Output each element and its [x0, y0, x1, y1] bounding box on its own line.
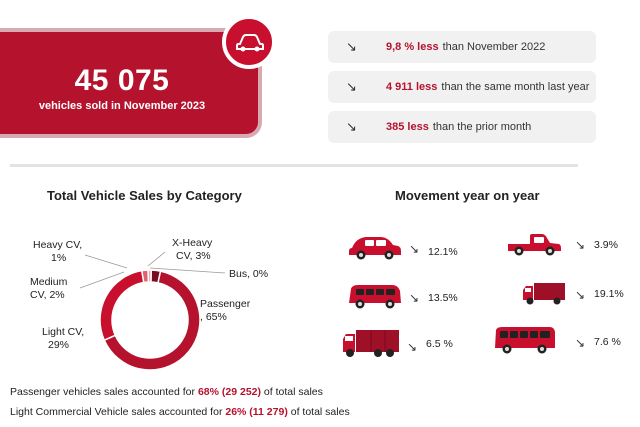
- stat-prior-month: ↘ 385 less than the prior month: [328, 111, 596, 143]
- down-arrow-icon: ↘: [346, 119, 357, 134]
- car-icon: [222, 15, 276, 69]
- pie-label-medium-cv: Medium CV, 2%: [30, 276, 68, 301]
- total-sales-value: 45 075: [74, 64, 170, 97]
- pie-label-heavy-cv: Heavy CV, 1%: [33, 239, 83, 264]
- section-divider: [10, 164, 578, 167]
- movement-value-passenger: 12.1%: [428, 246, 458, 258]
- down-arrow-icon: ↘: [409, 291, 420, 305]
- stat-text: than the same month last year: [441, 81, 590, 93]
- movement-title: Movement year on year: [395, 188, 540, 203]
- total-sales-card: 45 075 vehicles sold in November 2023: [0, 28, 262, 138]
- pie-label-passenger: Passenger, 65%: [200, 298, 251, 323]
- down-arrow-icon: ↘: [575, 238, 586, 252]
- stat-text: than the prior month: [432, 121, 532, 133]
- heavy-truck-icon: [343, 330, 399, 357]
- pie-chart-title: Total Vehicle Sales by Category: [47, 188, 242, 203]
- leader-medium-cv: [79, 271, 125, 289]
- stat-month-last-year: ↘ 4 911 less than the same month last ye…: [328, 71, 596, 103]
- down-arrow-icon: ↘: [575, 288, 586, 302]
- stat-yoy: ↘ 9,8 % less than November 2022: [328, 31, 596, 63]
- bus-icon: [495, 327, 555, 354]
- stat-text: than November 2022: [442, 41, 546, 53]
- stat-highlight: 9,8 % less: [386, 41, 439, 53]
- movement-value-bus: 7.6 %: [594, 336, 621, 348]
- movement-value-heavy-cv: 6.5 %: [426, 338, 453, 350]
- down-arrow-icon: ↘: [575, 336, 586, 350]
- donut-slice-heavy-cv: [147, 269, 152, 283]
- pie-label-x-heavy-cv: X-Heavy CV, 3%: [172, 237, 213, 262]
- pie-label-light-cv: Light CV, 29%: [42, 326, 85, 351]
- down-arrow-icon: ↘: [346, 79, 357, 94]
- minibus-icon: [349, 285, 401, 309]
- passenger-car-icon: [349, 237, 401, 260]
- down-arrow-icon: ↘: [346, 39, 357, 54]
- movement-value-light-cv: 3.9%: [594, 239, 618, 251]
- down-arrow-icon: ↘: [407, 340, 418, 354]
- pie-label-bus: Bus, 0%: [229, 268, 269, 280]
- movement-value-medium-cv: 19.1%: [594, 288, 624, 300]
- total-sales-subtitle: vehicles sold in November 2023: [38, 100, 206, 112]
- movement-value-minibus: 13.5%: [428, 292, 458, 304]
- stat-highlight: 385 less: [386, 121, 429, 133]
- pickup-truck-icon: [508, 234, 561, 256]
- leader-bus: [149, 267, 226, 274]
- leader-heavy-cv: [84, 254, 128, 269]
- footer-lcv-share: Light Commercial Vehicle sales accounted…: [10, 406, 350, 418]
- stat-highlight: 4 911 less: [386, 81, 438, 93]
- medium-truck-icon: [523, 283, 565, 305]
- down-arrow-icon: ↘: [409, 242, 420, 256]
- footer-passenger-share: Passenger vehicles sales accounted for 6…: [10, 386, 323, 398]
- leader-x-heavy-cv: [147, 251, 166, 267]
- donut-slice-light-cv: [99, 269, 145, 342]
